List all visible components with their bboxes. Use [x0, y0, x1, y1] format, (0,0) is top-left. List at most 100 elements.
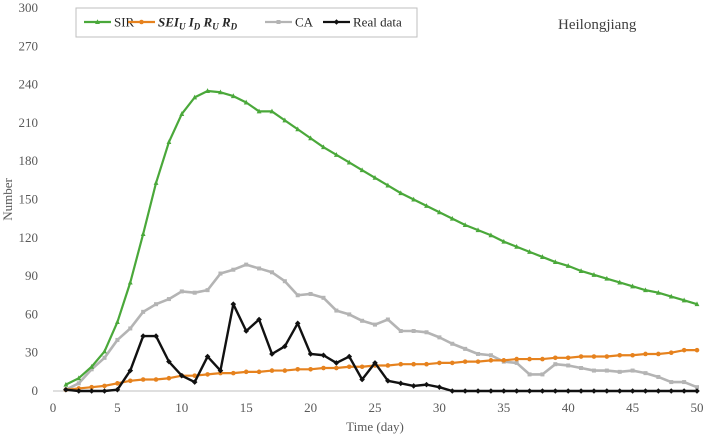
data-point-real	[488, 388, 494, 394]
legend-swatch-marker	[95, 19, 100, 24]
x-tick-label: 5	[114, 400, 121, 415]
data-point-sir	[166, 139, 172, 145]
data-point-seidiururd	[578, 354, 584, 359]
data-point-real	[681, 388, 687, 394]
data-point-sir	[565, 263, 571, 268]
data-point-real	[372, 360, 378, 366]
data-point-real	[230, 301, 237, 307]
data-point-sir	[89, 363, 95, 369]
data-point-ca	[102, 355, 107, 360]
series-line-sir	[65, 89, 698, 386]
data-point-ca	[695, 385, 699, 390]
y-tick-label: 150	[19, 192, 39, 207]
data-point-ca	[334, 308, 339, 313]
data-point-ca	[192, 290, 197, 295]
data-point-real	[462, 388, 468, 394]
data-point-seidiururd	[269, 368, 275, 373]
data-point-real	[616, 388, 623, 394]
y-tick-label: 120	[19, 230, 39, 245]
data-point-sir	[63, 381, 69, 387]
data-point-real	[307, 351, 314, 357]
data-point-seidiururd	[591, 354, 597, 359]
data-point-ca	[231, 267, 236, 272]
data-point-real	[565, 388, 571, 394]
data-point-ca	[643, 371, 648, 376]
data-point-seidiururd	[359, 364, 365, 370]
data-point-seidiururd	[643, 351, 648, 357]
data-point-seidiururd	[462, 359, 468, 364]
data-point-seidiururd	[231, 370, 236, 376]
data-point-real	[294, 320, 301, 327]
data-point-seidiururd	[449, 360, 455, 366]
data-point-seidiururd	[630, 352, 635, 358]
data-point-real	[655, 388, 662, 394]
data-point-sir	[604, 275, 610, 281]
data-point-real	[526, 388, 533, 394]
data-point-sir	[630, 283, 635, 289]
data-point-seidiururd	[398, 361, 404, 367]
data-point-real	[539, 388, 546, 394]
data-point-real	[114, 386, 121, 393]
data-point-ca	[617, 369, 622, 374]
data-point-real	[269, 351, 275, 357]
data-point-sir	[321, 144, 326, 150]
data-point-real	[501, 388, 507, 394]
data-point-seidiururd	[127, 378, 133, 384]
data-point-seidiururd	[437, 360, 442, 366]
data-point-real	[552, 388, 559, 394]
data-point-sir	[411, 196, 417, 202]
data-point-real	[513, 388, 520, 394]
y-tick-label: 180	[19, 153, 39, 168]
data-point-ca	[347, 312, 352, 317]
x-tick-label: 40	[562, 400, 575, 415]
data-point-seidiururd	[411, 361, 416, 367]
data-point-sir	[643, 287, 648, 293]
data-point-sir	[501, 238, 507, 244]
data-point-seidiururd	[668, 350, 674, 356]
data-point-real	[243, 328, 249, 334]
data-point-seidiururd	[205, 372, 210, 377]
data-point-real	[410, 383, 417, 389]
y-axis-title: Number	[0, 178, 15, 221]
data-point-ca	[89, 367, 94, 372]
data-point-seidiururd	[256, 369, 262, 375]
data-point-real	[333, 360, 340, 366]
data-point-seidiururd	[604, 354, 610, 359]
y-tick-label: 90	[25, 268, 38, 283]
y-tick-label: 60	[25, 306, 38, 321]
data-point-sir	[127, 279, 133, 285]
data-point-sir	[218, 89, 223, 95]
y-tick-label: 0	[32, 383, 39, 398]
data-point-seidiururd	[553, 355, 558, 361]
data-point-ca	[76, 381, 81, 386]
data-point-sir	[540, 254, 545, 259]
data-point-sir	[243, 99, 249, 105]
data-point-sir	[681, 297, 687, 303]
data-point-ca	[179, 289, 184, 294]
data-point-sir	[372, 174, 378, 180]
data-point-seidiururd	[514, 356, 519, 362]
data-point-real	[282, 343, 288, 350]
legend-item-ca: CA	[265, 15, 314, 30]
axes: 0 5 10 15 20 25 30 35 40 45 50 0 30 60 90 120 150 180 210…	[19, 0, 704, 415]
legend-label: SIR	[114, 15, 135, 30]
data-point-ca	[398, 328, 403, 333]
data-point-seidiururd	[565, 355, 571, 361]
data-point-real	[397, 380, 404, 387]
data-point-seidiururd	[424, 361, 429, 367]
data-point-sir	[424, 203, 429, 208]
y-tick-label: 210	[19, 115, 39, 130]
data-point-real	[604, 388, 610, 394]
data-point-ca	[450, 341, 455, 346]
data-point-real	[436, 384, 443, 390]
x-tick-label: 0	[50, 400, 57, 415]
y-tick-label: 300	[19, 0, 39, 15]
data-point-sir	[359, 167, 365, 173]
data-point-real	[668, 388, 675, 394]
data-point-real	[359, 376, 365, 383]
data-point-sir	[655, 289, 661, 295]
data-point-sir	[694, 301, 700, 307]
data-point-seidiururd	[617, 352, 623, 358]
y-tick-label: 270	[19, 38, 39, 53]
